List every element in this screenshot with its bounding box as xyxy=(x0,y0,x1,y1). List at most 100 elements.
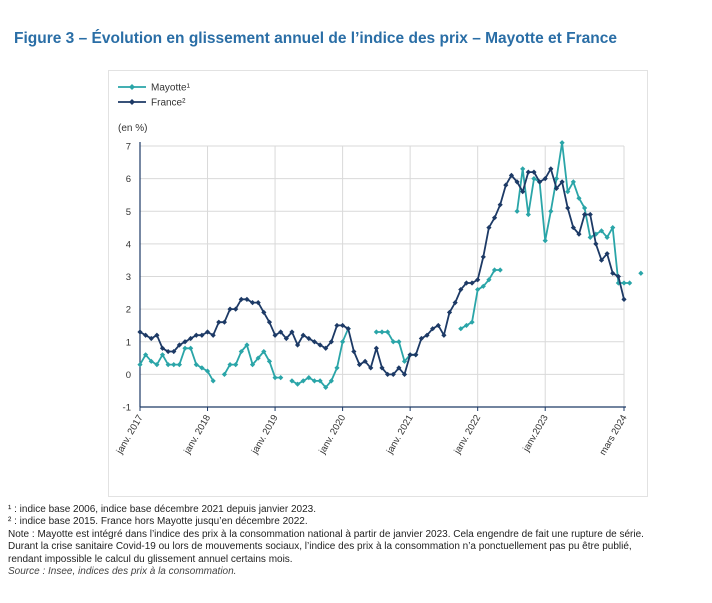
data-point xyxy=(413,352,419,358)
data-point xyxy=(199,365,205,371)
data-point xyxy=(469,319,475,325)
data-point xyxy=(193,361,199,368)
x-tick-label: janv. 2021 xyxy=(384,413,416,457)
data-point xyxy=(570,224,576,231)
y-tick-label: 1 xyxy=(126,337,131,348)
data-point xyxy=(323,345,329,351)
data-point xyxy=(137,329,143,335)
data-point xyxy=(621,296,627,302)
data-point xyxy=(475,277,481,283)
data-point xyxy=(610,270,616,276)
data-point xyxy=(278,375,284,381)
x-tick-label: janv. 2019 xyxy=(249,413,281,457)
data-point xyxy=(137,361,143,368)
data-point xyxy=(340,339,346,345)
data-point xyxy=(576,231,582,237)
data-point xyxy=(300,332,306,338)
data-point xyxy=(159,352,166,358)
data-point xyxy=(559,179,565,185)
data-point xyxy=(328,339,334,345)
series-line xyxy=(139,347,214,382)
data-point xyxy=(401,371,408,377)
y-axis-unit-label: (en %) xyxy=(118,123,147,134)
data-point xyxy=(165,361,171,368)
series-line xyxy=(223,344,281,379)
series-line xyxy=(516,141,630,284)
y-tick-label: 7 xyxy=(126,142,131,153)
x-tick-label: janv. 2020 xyxy=(317,413,349,457)
legend-label: Mayotte¹ xyxy=(151,83,191,94)
data-point xyxy=(424,332,430,338)
y-tick-label: -1 xyxy=(123,403,131,414)
data-point xyxy=(249,361,256,368)
data-point xyxy=(188,345,194,351)
data-point xyxy=(294,342,301,348)
data-point xyxy=(441,332,447,338)
data-point xyxy=(520,166,526,172)
data-point xyxy=(311,378,318,384)
note-line-2: Durant la crise sanitaire Covid-19 ou lo… xyxy=(8,541,632,553)
data-point xyxy=(266,319,273,325)
data-point xyxy=(272,375,278,381)
data-point xyxy=(244,342,250,348)
data-point xyxy=(582,211,588,218)
data-point xyxy=(514,179,520,185)
x-tick-label: janv. 2022 xyxy=(452,413,484,457)
series-line xyxy=(460,269,501,330)
data-point xyxy=(188,335,194,342)
data-point xyxy=(233,361,239,368)
data-point xyxy=(390,371,396,377)
x-tick-label: janv.2023 xyxy=(521,413,551,454)
note-line-3: rendant impossible le calcul du glisseme… xyxy=(8,553,293,565)
notes-block: ¹ : indice base 2006, indice base décemb… xyxy=(8,504,712,578)
data-point xyxy=(373,345,379,351)
data-point xyxy=(587,234,593,240)
data-point xyxy=(255,300,261,306)
series-line xyxy=(139,167,625,376)
data-point xyxy=(480,283,486,289)
data-point xyxy=(430,326,436,332)
data-point xyxy=(238,296,244,302)
data-point xyxy=(176,361,182,368)
data-point xyxy=(548,208,554,214)
source-line: Source : Insee, indices des prix à la co… xyxy=(8,566,237,578)
data-point xyxy=(491,215,498,221)
data-point xyxy=(244,296,250,302)
data-point xyxy=(300,378,306,384)
y-tick-label: 0 xyxy=(126,370,131,381)
data-point xyxy=(565,205,571,211)
data-point xyxy=(463,280,470,286)
data-point xyxy=(227,306,233,312)
data-point xyxy=(627,280,633,286)
data-point xyxy=(334,322,340,329)
data-point xyxy=(204,368,211,374)
data-point xyxy=(249,300,256,306)
data-point xyxy=(401,358,408,364)
data-point xyxy=(531,176,537,182)
data-point xyxy=(289,329,295,335)
data-point xyxy=(559,140,565,146)
data-point xyxy=(272,332,278,338)
data-point xyxy=(334,365,340,371)
data-point xyxy=(261,348,267,355)
data-point xyxy=(221,371,228,377)
figure-title: Figure 3 – Évolution en glissement annue… xyxy=(14,30,617,47)
data-point xyxy=(503,182,509,188)
data-point xyxy=(278,329,284,335)
data-point xyxy=(289,378,295,384)
data-point xyxy=(385,371,391,377)
y-tick-label: 5 xyxy=(126,207,131,218)
data-point xyxy=(294,381,301,387)
data-point xyxy=(171,361,177,368)
data-point xyxy=(182,345,188,351)
data-point xyxy=(480,254,486,260)
data-point xyxy=(204,329,211,335)
data-point xyxy=(379,329,385,335)
data-point xyxy=(373,329,379,335)
data-point xyxy=(143,352,149,358)
series-france xyxy=(137,166,627,377)
data-point xyxy=(621,280,627,286)
legend-label: France² xyxy=(151,98,186,109)
x-tick-label: janv. 2017 xyxy=(114,413,146,457)
data-point xyxy=(520,189,526,195)
